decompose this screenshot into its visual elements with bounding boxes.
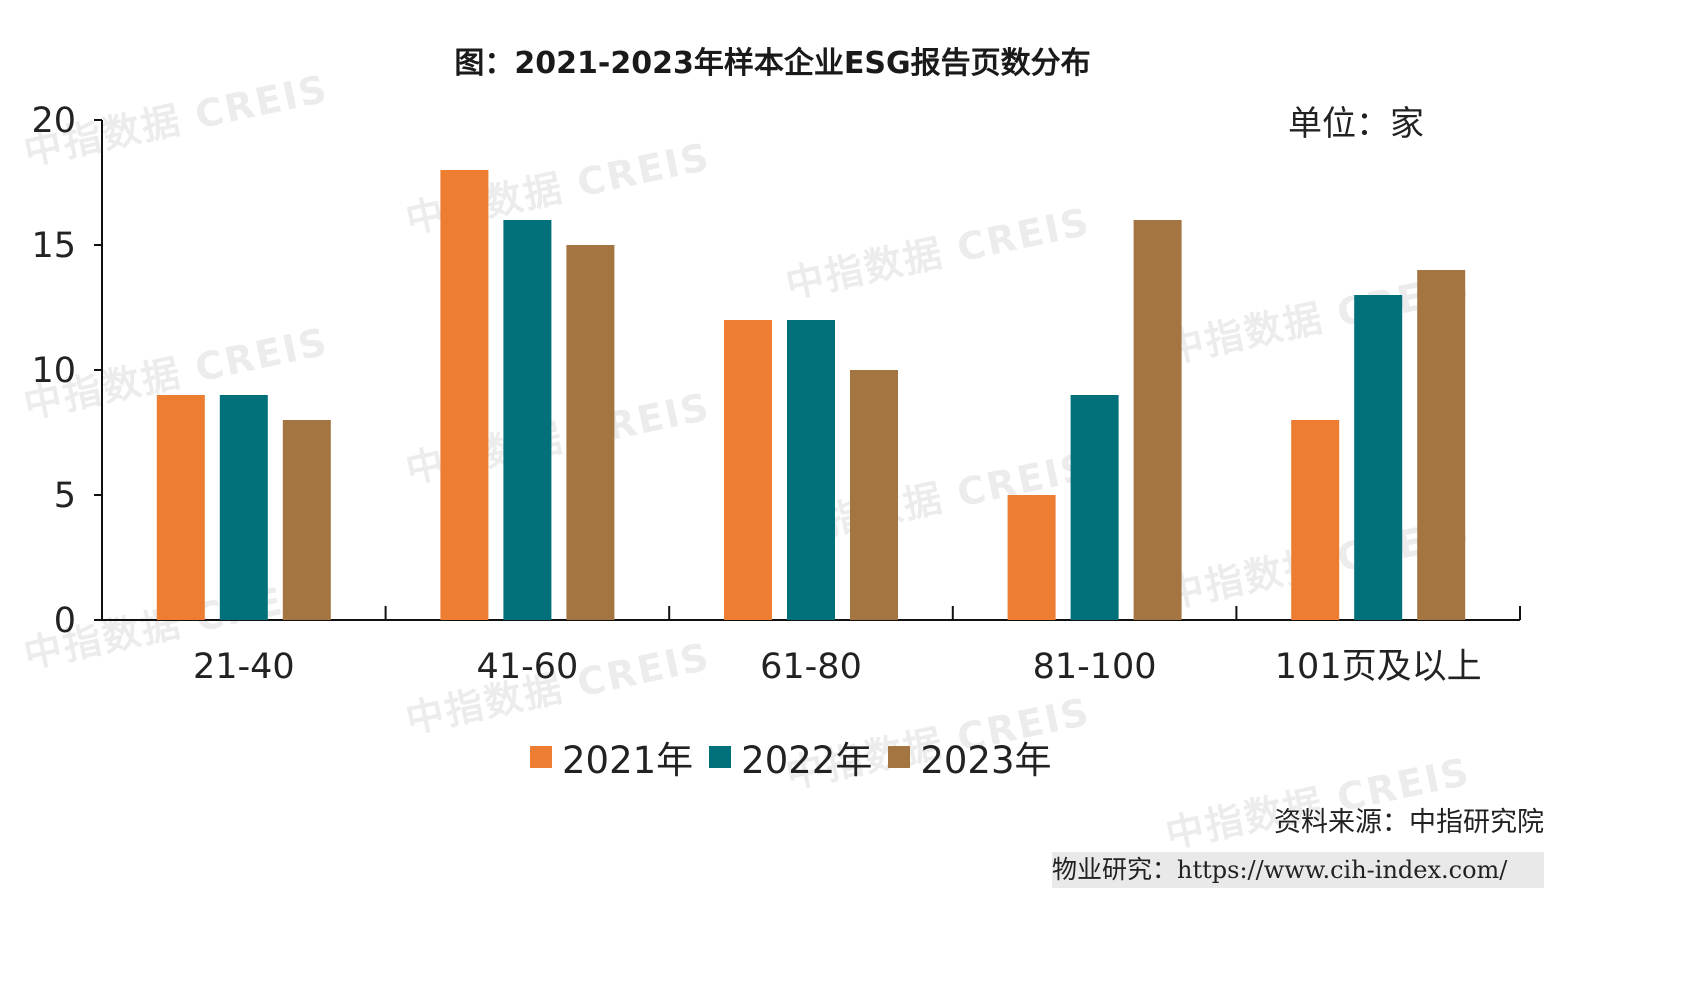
x-tick-label: 41-60 xyxy=(477,647,579,687)
x-axis: 21-40 41-60 61-80 81-100 101页及以上 xyxy=(102,606,1521,687)
bar xyxy=(1417,270,1466,620)
bar xyxy=(1070,395,1119,620)
bar xyxy=(724,320,772,620)
legend-label-2021: 2021年 xyxy=(562,739,694,782)
legend-swatch-2023 xyxy=(888,746,911,768)
bar xyxy=(219,395,268,620)
bar xyxy=(850,370,898,620)
source-note: 资料来源：中指研究院 xyxy=(1274,807,1544,838)
footer-bar: 物业研究：https://www.cih-index.com/ xyxy=(1052,852,1544,888)
chart-title: 图：2021-2023年样本企业ESG报告页数分布 xyxy=(454,46,1091,81)
y-tick-label: 5 xyxy=(54,476,76,516)
legend-item-2022: 2022年 xyxy=(709,730,872,784)
bars xyxy=(156,170,1466,620)
legend-swatch-2021 xyxy=(530,746,552,768)
bar xyxy=(1354,295,1403,620)
legend: 2021年 2022年 2023年 xyxy=(530,730,1052,784)
bar xyxy=(440,170,489,620)
bar xyxy=(503,220,552,620)
bar xyxy=(1291,420,1340,620)
unit-label: 单位：家 xyxy=(1288,104,1424,144)
x-tick-label: 61-80 xyxy=(760,647,862,687)
legend-label-2023: 2023年 xyxy=(920,739,1052,782)
legend-item-2021: 2021年 xyxy=(530,730,693,784)
legend-item-2023: 2023年 xyxy=(888,730,1052,784)
x-tick-label: 101页及以上 xyxy=(1275,647,1482,687)
legend-swatch-2022 xyxy=(709,746,732,768)
bar xyxy=(1133,220,1182,620)
bar xyxy=(282,420,331,620)
y-tick-label: 10 xyxy=(31,351,76,391)
legend-label-2022: 2022年 xyxy=(741,739,873,782)
bar xyxy=(156,395,205,620)
bar xyxy=(787,320,835,620)
y-tick-label: 0 xyxy=(54,601,76,641)
footer-prefix: 物业研究： xyxy=(1052,855,1178,884)
x-tick-label: 21-40 xyxy=(193,647,295,687)
y-tick-label: 15 xyxy=(31,226,76,266)
bar xyxy=(1007,495,1056,620)
x-tick-label: 81-100 xyxy=(1033,647,1157,687)
footer-url[interactable]: https://www.cih-index.com/ xyxy=(1177,856,1508,884)
bar xyxy=(566,245,615,620)
y-axis: 0 5 10 15 20 xyxy=(31,101,103,641)
y-tick-label: 20 xyxy=(31,101,76,141)
